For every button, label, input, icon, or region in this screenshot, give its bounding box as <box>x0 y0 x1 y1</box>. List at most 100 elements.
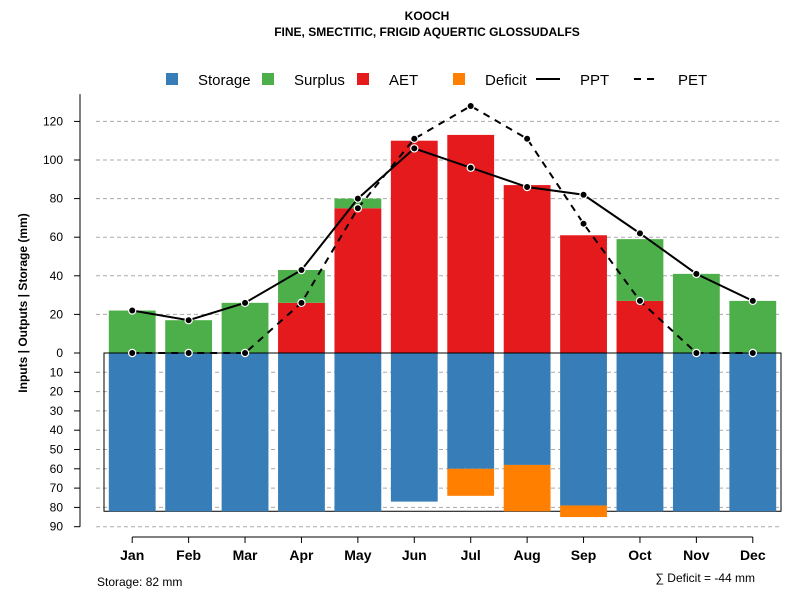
x-tick-label-feb: Feb <box>176 547 201 563</box>
bar-storage-jun <box>390 353 438 502</box>
point-pet-jun <box>410 134 419 143</box>
storage-footer-label: Storage: 82 mm <box>97 575 182 589</box>
bar-surplus-jan <box>108 310 156 353</box>
point-pet-jul <box>466 101 475 111</box>
legend-label-aet: AET <box>389 72 418 89</box>
point-ppt-jun <box>410 144 419 153</box>
legend-swatch-aet <box>357 73 369 85</box>
x-tick-label-nov: Nov <box>683 547 710 563</box>
bar-surplus-dec <box>729 300 777 353</box>
point-ppt-apr <box>297 265 306 275</box>
bar-surplus-mar <box>221 302 269 353</box>
y-tick-label: 100 <box>43 153 63 167</box>
point-ppt-oct <box>635 229 645 238</box>
bar-surplus-feb <box>165 320 213 353</box>
bar-aet-aug <box>503 185 551 353</box>
y-tick-label: 50 <box>50 443 64 457</box>
bar-aet-apr <box>278 302 325 353</box>
legend-label-storage: Storage <box>198 72 251 89</box>
legend-swatch-deficit <box>453 73 465 85</box>
y-tick-label: 20 <box>50 307 64 321</box>
point-pet-aug <box>522 134 532 143</box>
bar-aet-sep <box>560 235 607 353</box>
legend-label-ppt: PPT <box>580 72 609 89</box>
bar-surplus-nov <box>672 273 720 353</box>
y-tick-label: 20 <box>50 385 64 399</box>
point-pet-sep <box>579 219 588 228</box>
x-tick-label-oct: Oct <box>628 547 652 563</box>
bar-deficit-sep <box>560 505 607 518</box>
y-tick-label: 80 <box>50 192 64 206</box>
point-pet-nov <box>692 348 701 358</box>
bar-storage-dec <box>729 353 777 512</box>
y-tick-label: 80 <box>50 500 64 514</box>
y-tick-label: 30 <box>50 404 64 418</box>
y-tick-label: 70 <box>50 481 64 495</box>
legend: Storage Surplus AET Deficit PPT PET <box>166 72 707 89</box>
bar-aet-oct <box>616 300 664 353</box>
y-tick-label: 40 <box>50 423 64 437</box>
y-tick-label: 0 <box>56 346 63 360</box>
legend-label-pet: PET <box>678 72 707 89</box>
x-tick-label-jun: Jun <box>402 547 427 563</box>
point-pet-oct <box>635 296 645 306</box>
x-tick-label-dec: Dec <box>740 547 766 563</box>
bar-storage-nov <box>672 353 720 512</box>
legend-swatch-surplus <box>262 73 274 85</box>
bar-storage-may <box>334 353 382 512</box>
bar-surplus-oct <box>616 239 664 301</box>
bar-storage-apr <box>278 353 325 512</box>
x-tick-label-aug: Aug <box>514 547 541 563</box>
point-ppt-sep <box>579 190 588 199</box>
point-ppt-mar <box>240 298 250 308</box>
x-axis: Jan Feb Mar Apr May Jun Jul Aug Sep Oct Nov Dec <box>120 536 766 563</box>
point-ppt-feb <box>184 315 193 325</box>
bar-storage-feb <box>165 353 213 512</box>
point-ppt-may <box>353 194 363 203</box>
bar-surplus-may <box>334 198 382 209</box>
y-axis: 0 20 40 60 80 100 120 10 20 30 40 50 60 70 80 90 <box>43 94 81 534</box>
point-ppt-jul <box>466 163 475 172</box>
point-pet-mar <box>240 348 250 358</box>
x-tick-label-jul: Jul <box>461 547 481 563</box>
point-ppt-jan <box>128 306 137 315</box>
x-tick-label-apr: Apr <box>289 547 314 563</box>
bar-surplus-apr <box>278 270 325 303</box>
point-pet-may <box>353 204 363 213</box>
x-tick-label-sep: Sep <box>571 547 597 563</box>
x-tick-label-may: May <box>344 547 371 563</box>
y-tick-label: 60 <box>50 230 64 244</box>
y-tick-label: 10 <box>50 365 64 379</box>
x-tick-label-mar: Mar <box>233 547 258 563</box>
bar-aet-may <box>334 208 382 353</box>
point-ppt-dec <box>748 296 757 306</box>
bar-storage-sep <box>560 353 607 506</box>
bar-storage-aug <box>503 353 551 465</box>
point-ppt-aug <box>522 182 532 192</box>
bars <box>103 134 782 518</box>
series-lines <box>128 101 757 358</box>
x-tick-label-jan: Jan <box>120 547 144 563</box>
bar-deficit-aug <box>503 464 551 512</box>
bar-storage-jul <box>447 353 495 469</box>
bar-storage-oct <box>616 353 664 512</box>
y-axis-label: Inputs | Outputs | Storage (mm) <box>16 213 30 392</box>
y-tick-label: 120 <box>43 114 63 128</box>
point-pet-dec <box>748 348 757 358</box>
line-pet <box>132 104 753 354</box>
bar-storage-jan <box>108 353 156 512</box>
point-pet-jan <box>128 348 137 358</box>
point-pet-apr <box>297 298 306 308</box>
bar-aet-jun <box>390 140 438 353</box>
y-tick-label: 40 <box>50 269 64 283</box>
deficit-footer-label: ∑ Deficit = -44 mm <box>655 571 755 585</box>
chart-subtitle: FINE, SMECTITIC, FRIGID AQUERTIC GLOSSUD… <box>274 25 580 39</box>
bar-deficit-jul <box>447 468 495 496</box>
legend-swatch-storage <box>166 73 178 85</box>
bar-storage-mar <box>221 353 269 512</box>
y-tick-label: 60 <box>50 462 64 476</box>
legend-label-deficit: Deficit <box>485 72 528 89</box>
legend-label-surplus: Surplus <box>294 72 345 89</box>
line-ppt <box>132 147 754 322</box>
